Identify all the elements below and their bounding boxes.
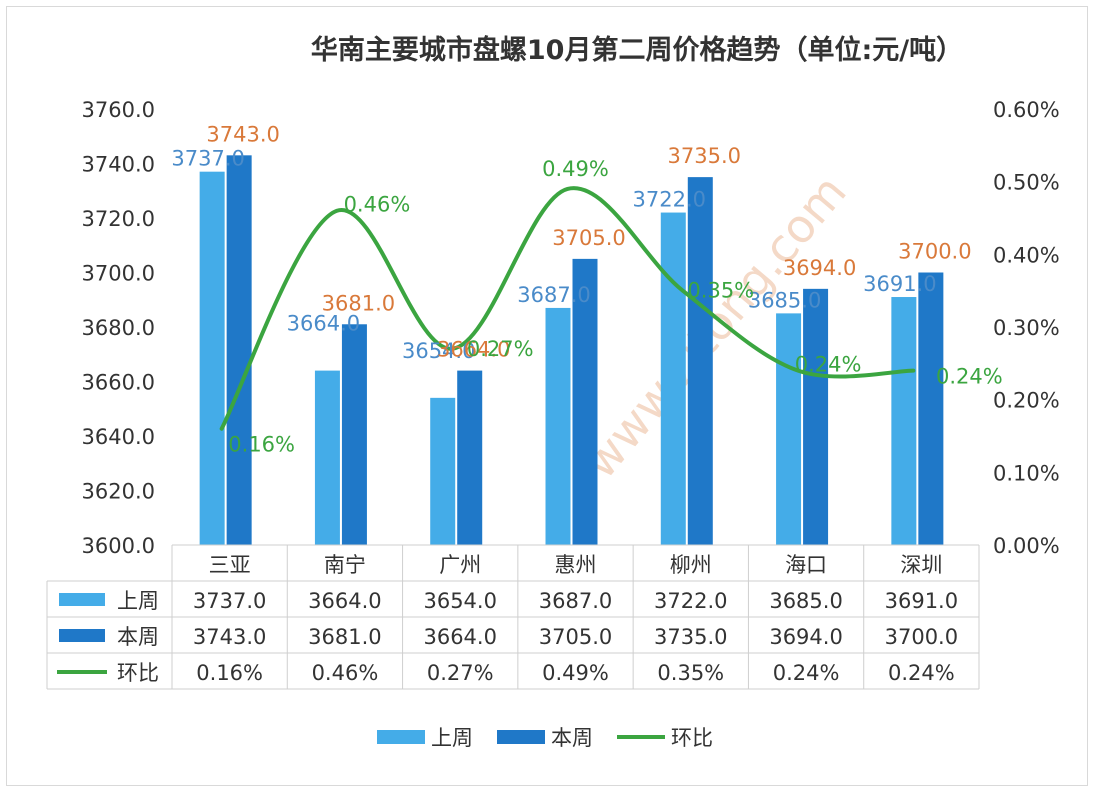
legend: 上周 本周 环比 [377, 726, 713, 750]
y-right-tick-label: 0.30% [993, 316, 1060, 340]
table-cell: 3687.0 [539, 589, 612, 613]
bar-last-week [776, 313, 802, 545]
bar-last-week [545, 307, 571, 545]
table-cell: 3691.0 [885, 589, 958, 613]
category-label: 柳州 [670, 553, 712, 577]
category-label: 广州 [439, 553, 481, 577]
y-left-tick-label: 3760.0 [82, 98, 155, 122]
bar-last-week [314, 370, 340, 545]
y-left-tick-label: 3640.0 [82, 425, 155, 449]
y-left-tick-label: 3740.0 [82, 153, 155, 177]
bar-this-week [457, 370, 483, 545]
y-right-tick-label: 0.40% [993, 243, 1060, 267]
table-cell: 3735.0 [654, 625, 727, 649]
table-legend-swatch [59, 593, 105, 606]
label-last-week: 3737.0 [171, 147, 244, 171]
label-this-week: 3705.0 [552, 226, 625, 250]
label-last-week: 3687.0 [517, 283, 590, 307]
y-right-tick-label: 0.10% [993, 461, 1060, 485]
mom-change-line [219, 186, 916, 431]
legend-label: 环比 [671, 726, 713, 750]
bar-this-week [226, 155, 252, 545]
bar-last-week [660, 212, 686, 546]
table-cell: 0.46% [312, 661, 379, 685]
label-mom: 0.49% [542, 157, 609, 181]
bar-last-week [430, 397, 456, 545]
category-label: 惠州 [555, 553, 597, 577]
bar-this-week [341, 324, 367, 545]
price-trend-chart: www.zjtong.com 华南主要城市盘螺10月第二周价格趋势（单位:元/吨… [46, 34, 1060, 750]
label-this-week: 3664.0 [437, 338, 510, 362]
y-left-tick-label: 3600.0 [82, 534, 155, 558]
label-last-week: 3691.0 [863, 272, 936, 296]
label-last-week: 3664.0 [287, 312, 360, 336]
y-left-tick-label: 3680.0 [82, 316, 155, 340]
table-cell: 0.24% [888, 661, 955, 685]
table-cell: 3685.0 [769, 589, 842, 613]
legend-swatch [377, 730, 425, 744]
table-cell: 3681.0 [308, 625, 381, 649]
bar-last-week [891, 297, 917, 545]
table-cell: 0.49% [542, 661, 609, 685]
table-cell: 3664.0 [308, 589, 381, 613]
table-cell: 0.24% [773, 661, 840, 685]
y-left-tick-label: 3660.0 [82, 371, 155, 395]
label-mom: 0.35% [687, 279, 754, 303]
table-cell: 3722.0 [654, 589, 727, 613]
y-right-tick-label: 0.00% [993, 534, 1060, 558]
y-right-tick-label: 0.50% [993, 171, 1060, 195]
legend-label: 上周 [431, 726, 473, 750]
table-cell: 3664.0 [423, 625, 496, 649]
table-cell: 3654.0 [423, 589, 496, 613]
label-last-week: 3685.0 [748, 288, 821, 312]
label-mom: 0.16% [228, 433, 295, 457]
label-mom: 0.46% [344, 193, 411, 217]
y-left-tick-label: 3720.0 [82, 207, 155, 231]
bar-this-week [572, 258, 598, 545]
table-cell: 3743.0 [193, 625, 266, 649]
table-row-header: 本周 [117, 625, 159, 649]
table-cell: 0.16% [196, 661, 263, 685]
bar-this-week [803, 288, 829, 545]
y-left-tick-label: 3620.0 [82, 480, 155, 504]
chart-frame: www.zjtong.com 华南主要城市盘螺10月第二周价格趋势（单位:元/吨… [6, 6, 1088, 786]
label-this-week: 3743.0 [206, 122, 279, 146]
bar-last-week [199, 171, 225, 546]
label-this-week: 3700.0 [898, 240, 971, 264]
table-row-header: 环比 [117, 661, 159, 685]
label-mom: 0.24% [936, 365, 1003, 389]
table-cell: 0.27% [427, 661, 494, 685]
table-cell: 3694.0 [769, 625, 842, 649]
table-cell: 3705.0 [539, 625, 612, 649]
y-right-tick-label: 0.60% [993, 98, 1060, 122]
label-last-week: 3654.0 [402, 339, 475, 363]
bar-this-week [918, 272, 944, 545]
table-cell: 0.35% [657, 661, 724, 685]
label-this-week: 3694.0 [783, 256, 856, 280]
category-label: 海口 [785, 553, 827, 577]
category-label: 三亚 [209, 553, 251, 577]
label-this-week: 3681.0 [322, 291, 395, 315]
y-right-tick-label: 0.20% [993, 389, 1060, 413]
category-label: 南宁 [324, 553, 366, 577]
label-mom: 0.24% [795, 353, 862, 377]
category-label: 深圳 [900, 553, 942, 577]
table-row-header: 上周 [117, 589, 159, 613]
label-this-week: 3735.0 [668, 144, 741, 168]
chart-title: 华南主要城市盘螺10月第二周价格趋势（单位:元/吨） [311, 34, 963, 66]
label-mom: 0.27% [467, 337, 534, 361]
label-last-week: 3722.0 [633, 188, 706, 212]
table-legend-swatch [59, 629, 105, 642]
legend-swatch [497, 730, 545, 744]
table-cell: 3737.0 [193, 589, 266, 613]
y-left-tick-label: 3700.0 [82, 262, 155, 286]
table-cell: 3700.0 [885, 625, 958, 649]
legend-label: 本周 [551, 726, 593, 750]
bar-this-week [687, 177, 713, 545]
